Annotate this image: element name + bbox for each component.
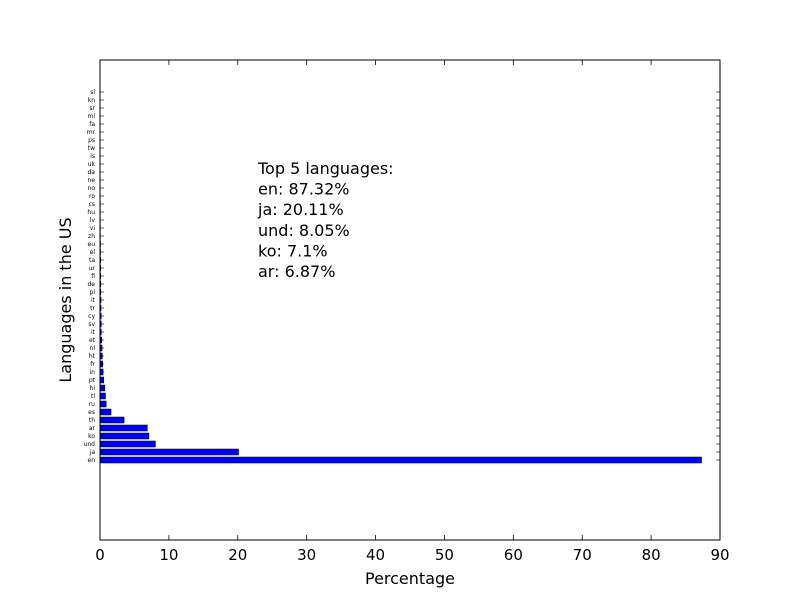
y-tick-label: sv (88, 321, 95, 328)
bar-ar (99, 424, 148, 432)
bar-en (99, 456, 702, 464)
top5-annotation: Top 5 languages: en: 87.32% ja: 20.11% u… (257, 159, 394, 281)
annotation-line: Top 5 languages: (257, 159, 394, 178)
y-tick-label: ro (89, 193, 95, 200)
y-tick-label: ru (89, 401, 95, 408)
y-tick-label: tr (90, 305, 95, 312)
x-tick-label: 10 (159, 546, 178, 564)
y-tick-label: nl (90, 345, 96, 352)
y-tick-label: eu (88, 241, 96, 248)
y-tick-label: lv (90, 217, 96, 224)
y-tick-label: ta (89, 257, 95, 264)
y-tick-label: tl (91, 393, 95, 400)
x-tick-label: 70 (573, 546, 592, 564)
y-tick-label: ht (89, 353, 96, 360)
annotation-line: ar: 6.87% (258, 262, 335, 281)
x-tick-label: 50 (435, 546, 454, 564)
y-tick-label: vi (90, 225, 96, 232)
y-tick-label: de (88, 281, 96, 288)
x-tick-label: 90 (710, 546, 729, 564)
y-tick-label: ml (87, 113, 95, 120)
y-tick-label: fi (91, 273, 95, 280)
y-tick-label: hu (87, 209, 95, 216)
y-tick-label: tw (88, 145, 95, 152)
y-tick-label: sl (90, 89, 95, 96)
y-tick-label: cy (88, 313, 95, 320)
y-tick-label: fa (89, 121, 95, 128)
annotation-line: en: 87.32% (258, 180, 349, 199)
y-tick-label: el (90, 249, 96, 256)
y-tick-label: uk (88, 161, 96, 168)
x-tick-label: 30 (297, 546, 316, 564)
x-tick-label: 0 (95, 546, 105, 564)
y-tick-label: und (84, 441, 96, 448)
y-tick-label: ne (88, 177, 96, 184)
y-tick-label: in (90, 369, 96, 376)
y-tick-label: en (88, 457, 96, 464)
y-tick-label: da (88, 169, 96, 176)
y-tick-label: cs (89, 201, 95, 208)
x-axis-label: Percentage (365, 569, 455, 588)
bar-ko (99, 432, 150, 440)
y-tick-label: it (91, 329, 96, 336)
y-tick-label: pl (90, 289, 96, 296)
y-tick-label: fr (90, 361, 95, 368)
y-tick-label: mr (87, 129, 96, 136)
y-tick-label: et (89, 337, 96, 344)
y-tick-label: zh (88, 233, 95, 240)
y-tick-label: it (91, 297, 96, 304)
y-tick-label: ar (89, 425, 96, 432)
annotation-line: und: 8.05% (258, 221, 350, 240)
plot-frame (99, 59, 721, 541)
bar-ja (99, 448, 239, 456)
x-tick-label: 80 (642, 546, 661, 564)
y-axis-label: Languages in the US (56, 217, 75, 382)
y-tick-label: pt (89, 377, 96, 384)
y-tick-label: ko (88, 433, 95, 440)
y-tick-label: ps (88, 137, 95, 144)
y-tick-label: sr (89, 105, 95, 112)
y-tick-label: is (90, 153, 95, 160)
y-tick-label: es (88, 409, 95, 416)
y-ticks-group: enjaundkoarthesrutlhiptinfrhtnletitsvcyt… (84, 89, 720, 464)
y-tick-label: ja (89, 449, 96, 456)
bar-und (99, 440, 156, 448)
x-tick-label: 20 (228, 546, 247, 564)
y-tick-label: no (88, 185, 96, 192)
y-tick-label: hi (90, 385, 96, 392)
y-tick-label: kn (88, 97, 95, 104)
y-tick-label: th (89, 417, 95, 424)
x-tick-label: 60 (504, 546, 523, 564)
x-tick-label: 40 (366, 546, 385, 564)
y-tick-label: ur (89, 265, 96, 272)
annotation-line: ko: 7.1% (258, 241, 328, 260)
annotation-line: ja: 20.11% (257, 200, 344, 219)
